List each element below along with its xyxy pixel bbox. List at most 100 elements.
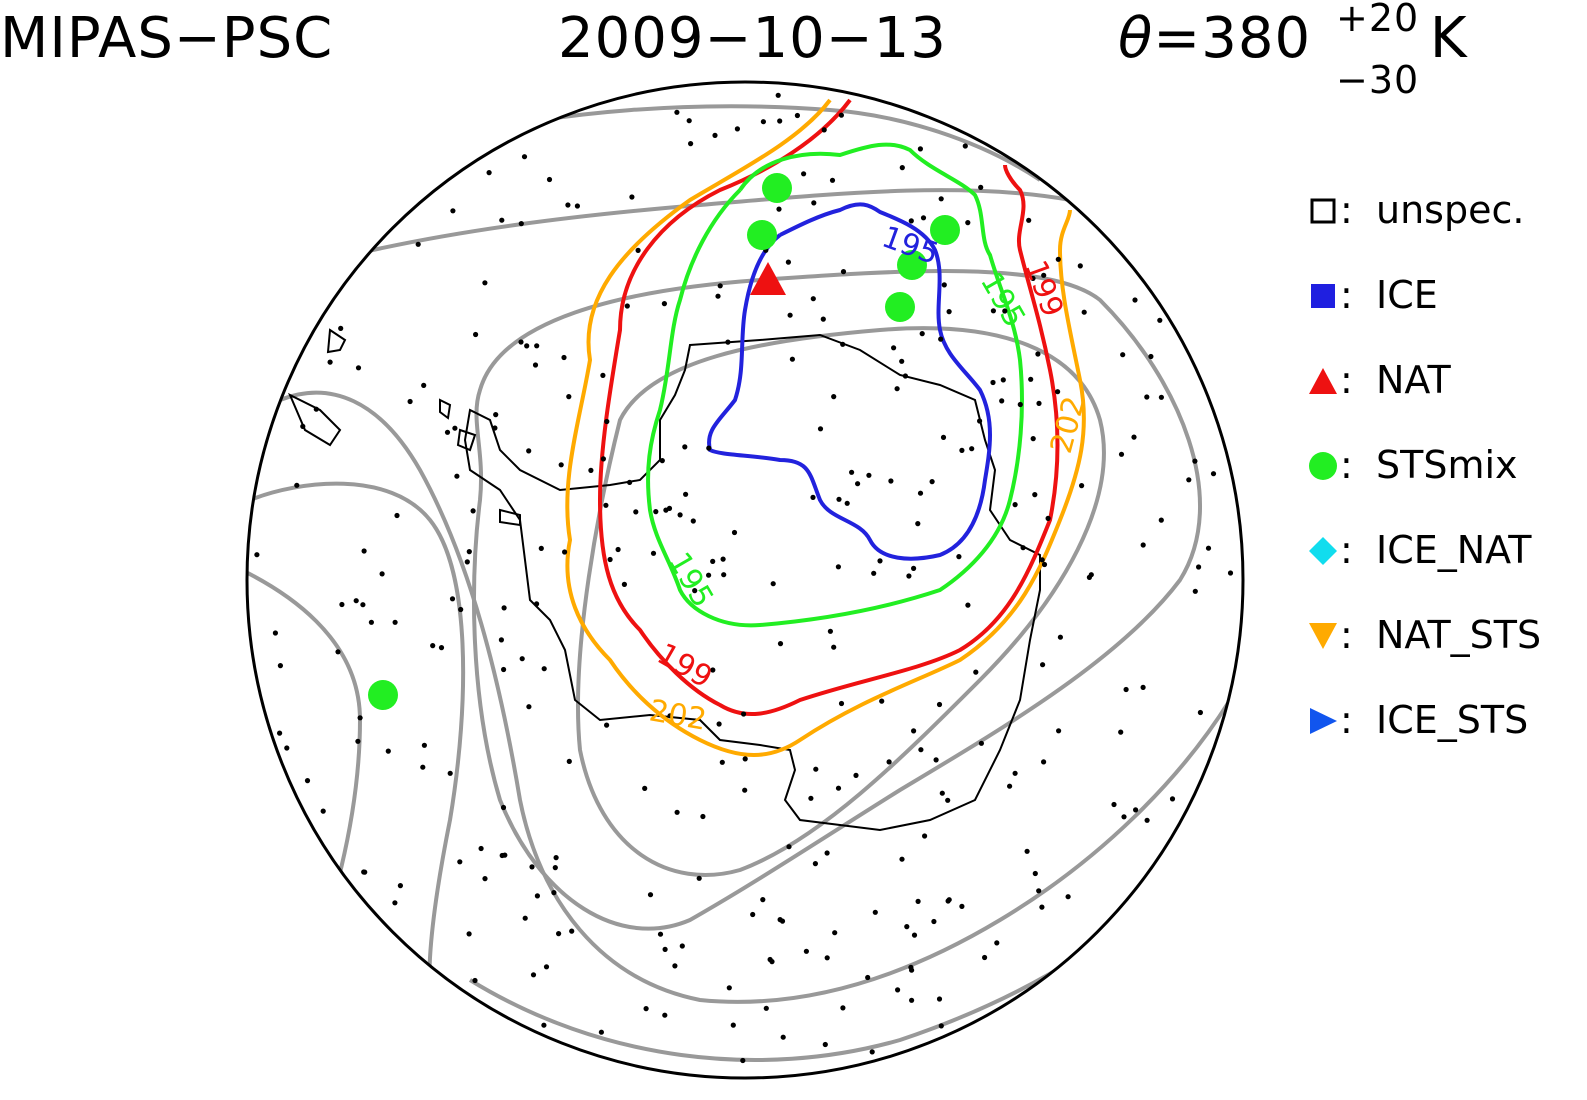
measurement-dot <box>561 354 567 361</box>
legend-label: STSmix <box>1376 443 1518 487</box>
measurement-dot <box>1055 256 1061 262</box>
legend-label: NAT_STS <box>1376 613 1542 657</box>
measurement-dot <box>787 312 793 318</box>
measurement-dot <box>478 845 484 852</box>
measurement-dot <box>1012 770 1018 776</box>
measurement-dot <box>600 372 606 378</box>
measurement-dot <box>499 217 505 223</box>
measurement-dot <box>338 325 344 331</box>
measurement-dot <box>710 558 716 565</box>
measurement-dot <box>522 915 528 921</box>
measurement-dot <box>716 721 722 727</box>
measurement-dot <box>629 194 635 200</box>
measurement-dot <box>355 365 362 371</box>
measurement-dot <box>719 759 725 765</box>
measurement-dot <box>498 637 504 643</box>
theta-upper: +20 <box>1336 0 1420 40</box>
measurement-dot <box>1192 588 1198 594</box>
measurement-dot <box>1055 389 1061 395</box>
measurement-dot <box>1140 684 1146 691</box>
measurement-dot <box>454 473 460 479</box>
measurement-dot <box>769 959 775 965</box>
measurement-dot <box>1210 471 1217 477</box>
measurement-dot <box>313 406 319 412</box>
measurement-dot <box>392 619 398 625</box>
contour-label-orange-a: 202 <box>1044 393 1093 457</box>
measurement-dot <box>939 790 945 796</box>
measurement-dot <box>763 1005 769 1011</box>
measurement-dot <box>1041 759 1047 765</box>
measurement-dot <box>569 928 575 934</box>
measurement-dot <box>562 549 568 555</box>
measurement-dot <box>946 309 952 315</box>
measurement-dot <box>879 698 885 704</box>
measurement-dot <box>785 259 792 265</box>
measurement-dot <box>982 954 988 961</box>
measurement-dot <box>919 331 925 337</box>
measurement-dot <box>945 797 951 803</box>
measurement-dot <box>965 220 971 226</box>
measurement-dot <box>840 269 847 275</box>
measurement-dot <box>915 521 921 527</box>
measurement-dot <box>990 308 997 314</box>
measurement-dot <box>831 644 837 650</box>
measurement-dot <box>674 809 680 815</box>
measurement-dot <box>832 930 838 936</box>
measurement-dot <box>1133 807 1139 813</box>
measurement-dot <box>1041 561 1048 568</box>
measurement-dot <box>777 118 783 124</box>
map-border <box>245 80 1245 1080</box>
measurement-dot <box>904 924 910 930</box>
measurement-dot <box>712 132 718 138</box>
measurement-dot <box>566 394 572 400</box>
measurement-dot <box>277 730 283 736</box>
measurement-dot <box>1169 796 1176 802</box>
measurement-dot <box>1158 394 1164 400</box>
measurement-dot <box>662 1012 668 1018</box>
measurement-dot <box>470 508 476 514</box>
measurement-dot <box>335 649 341 655</box>
measurement-dot <box>450 208 456 214</box>
measurement-dot <box>521 154 528 160</box>
measurement-dot <box>438 645 445 651</box>
measurement-dot <box>407 398 413 405</box>
measurement-dot <box>683 491 689 497</box>
measurement-dot <box>938 1023 944 1029</box>
contour-199 <box>597 98 1060 717</box>
measurement-dot <box>726 985 732 991</box>
measurement-dot <box>1002 308 1008 314</box>
measurement-dot <box>877 558 883 564</box>
stsmix-marker <box>747 220 777 250</box>
measurement-dot <box>1192 458 1198 464</box>
measurement-dot <box>725 339 731 345</box>
measurement-dot <box>430 643 436 649</box>
measurement-dot <box>473 331 479 338</box>
gray-contour-7 <box>279 390 1243 1004</box>
measurement-dot <box>824 955 830 961</box>
measurement-dot <box>635 247 641 253</box>
gray-contour-2 <box>329 188 1071 262</box>
measurement-dot <box>965 602 971 608</box>
measurement-dot <box>812 861 819 867</box>
measurement-dot <box>706 572 712 578</box>
measurement-dot <box>284 745 290 751</box>
measurement-dot <box>1032 870 1038 877</box>
measurement-dot <box>543 964 550 970</box>
measurement-dot <box>501 666 507 673</box>
open-square-icon <box>1310 198 1336 224</box>
measurement-dot <box>546 176 553 183</box>
measurement-dot <box>518 221 524 227</box>
measurement-dot <box>493 412 499 418</box>
measurement-dot <box>821 127 827 133</box>
measurement-dot <box>682 444 688 450</box>
measurement-dot <box>662 946 668 953</box>
measurement-dot <box>551 890 557 896</box>
measurement-dot <box>1144 817 1150 823</box>
measurement-dot <box>820 316 826 322</box>
measurement-dot <box>1012 502 1018 508</box>
measurement-dot <box>1140 542 1146 548</box>
measurement-dot <box>940 434 947 440</box>
measurement-dot <box>458 606 464 613</box>
measurement-dot <box>779 918 786 924</box>
measurement-dot <box>657 931 664 937</box>
